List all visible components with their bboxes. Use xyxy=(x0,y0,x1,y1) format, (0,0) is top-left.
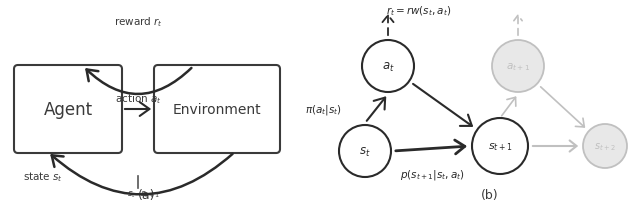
Text: $p(s_{t+1}|s_t, a_t)$: $p(s_{t+1}|s_t, a_t)$ xyxy=(399,167,465,181)
Text: $s_{t+2}$: $s_{t+2}$ xyxy=(594,140,616,152)
FancyArrowPatch shape xyxy=(413,84,472,126)
FancyArrowPatch shape xyxy=(541,87,584,127)
FancyArrowPatch shape xyxy=(514,16,522,36)
Circle shape xyxy=(492,41,544,92)
Text: reward $r_t$: reward $r_t$ xyxy=(113,15,163,29)
Circle shape xyxy=(339,125,391,177)
Text: $s_t$: $s_t$ xyxy=(359,145,371,158)
Text: Environment: Environment xyxy=(173,103,261,116)
FancyArrowPatch shape xyxy=(532,141,577,152)
FancyArrowPatch shape xyxy=(383,16,394,36)
Circle shape xyxy=(583,124,627,168)
FancyArrowPatch shape xyxy=(125,103,149,116)
FancyBboxPatch shape xyxy=(14,66,122,153)
Circle shape xyxy=(472,118,528,174)
Text: $s_t$: $s_t$ xyxy=(127,189,136,200)
FancyArrowPatch shape xyxy=(396,140,465,154)
FancyArrowPatch shape xyxy=(86,69,191,95)
Text: $a_t$: $a_t$ xyxy=(381,60,394,73)
FancyArrowPatch shape xyxy=(367,98,385,121)
Text: $s_{t+1}$: $s_{t+1}$ xyxy=(488,140,513,152)
Text: $a_{t+1}$: $a_{t+1}$ xyxy=(506,61,530,73)
Text: state $s_t$: state $s_t$ xyxy=(23,169,63,183)
FancyArrowPatch shape xyxy=(502,98,516,116)
Text: action $a_t$: action $a_t$ xyxy=(115,92,161,105)
Text: $\pi(a_t|s_t)$: $\pi(a_t|s_t)$ xyxy=(305,103,342,116)
FancyBboxPatch shape xyxy=(154,66,280,153)
Text: (b): (b) xyxy=(481,188,499,201)
Text: $s_{t+1}$: $s_{t+1}$ xyxy=(140,189,161,200)
Circle shape xyxy=(362,41,414,92)
FancyArrowPatch shape xyxy=(52,154,232,194)
Text: Agent: Agent xyxy=(44,101,93,118)
Text: (a): (a) xyxy=(138,188,156,201)
Text: $r_t = rw(s_t, a_t)$: $r_t = rw(s_t, a_t)$ xyxy=(386,4,451,18)
